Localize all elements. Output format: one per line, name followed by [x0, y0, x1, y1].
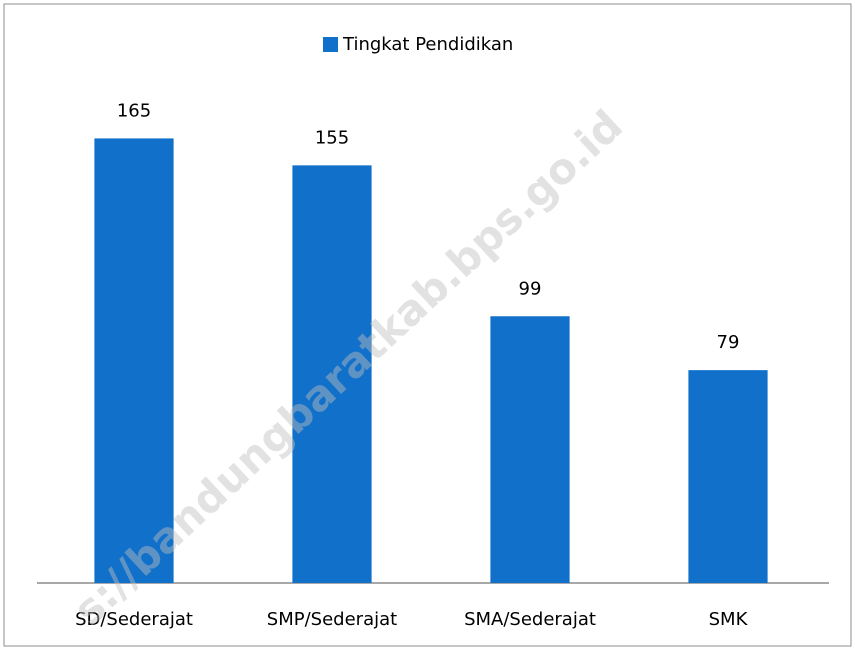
- x-tick-label: SMP/Sederajat: [267, 609, 397, 630]
- bar: [292, 165, 372, 583]
- bar: [490, 316, 570, 583]
- legend-swatch: [323, 37, 338, 52]
- data-label: 79: [717, 332, 740, 353]
- legend-label: Tingkat Pendidikan: [342, 34, 513, 55]
- bar: [94, 138, 174, 583]
- x-tick-label: SD/Sederajat: [75, 609, 193, 630]
- x-tick-label: SMK: [709, 609, 749, 630]
- data-label: 99: [519, 278, 542, 299]
- data-label: 165: [117, 100, 151, 121]
- x-tick-label: SMA/Sederajat: [464, 609, 596, 630]
- bar: [688, 370, 768, 583]
- data-label: 155: [315, 127, 349, 148]
